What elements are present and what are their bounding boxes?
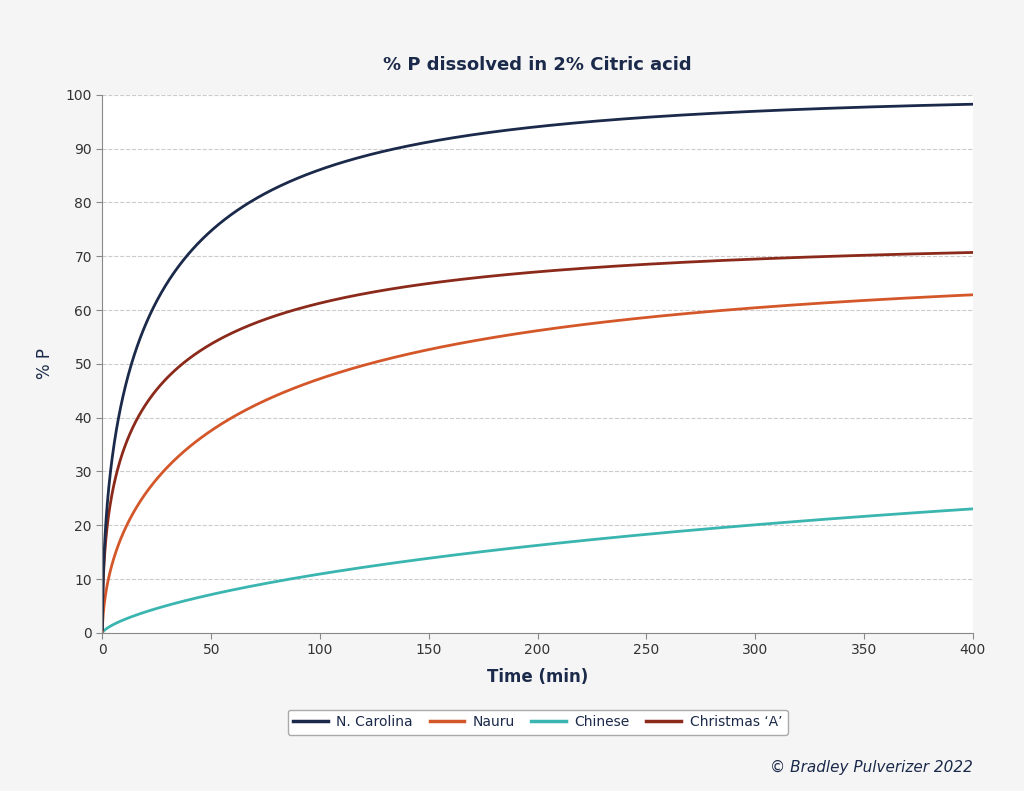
Nauru [856,296,868,305]
Line: Chinese: Chinese [102,509,973,633]
X-axis label: Time (min): Time (min) [487,668,588,687]
Line: Christmas ‘A’: Christmas ‘A’ [102,252,973,629]
N. Carolina [967,100,979,109]
Chinese [468,548,480,558]
Chinese [949,505,962,515]
Chinese [967,504,979,513]
Chinese [96,628,109,638]
N. Carolina [468,130,480,139]
Title: % P dissolved in 2% Citric acid: % P dissolved in 2% Citric acid [383,56,692,74]
Nauru [949,291,962,301]
Chinese [247,581,259,591]
Christmas ‘A’ [196,345,208,354]
Line: N. Carolina: N. Carolina [102,104,973,630]
Christmas ‘A’ [949,248,962,258]
Nauru [967,290,979,300]
Nauru [468,336,480,346]
N. Carolina [247,195,259,205]
N. Carolina [196,235,208,244]
Text: © Bradley Pulverizer 2022: © Bradley Pulverizer 2022 [770,760,973,775]
Chinese [196,592,208,601]
Nauru [196,433,208,442]
N. Carolina [96,626,109,635]
Christmas ‘A’ [430,278,442,287]
Christmas ‘A’ [856,251,868,260]
N. Carolina [949,100,962,109]
N. Carolina [430,136,442,146]
Chinese [856,512,868,521]
Line: Nauru: Nauru [102,295,973,632]
Nauru [96,627,109,637]
N. Carolina [856,103,868,112]
Legend: N. Carolina, Nauru, Chinese, Christmas ‘A’: N. Carolina, Nauru, Chinese, Christmas ‘… [288,710,787,735]
Christmas ‘A’ [468,273,480,282]
Christmas ‘A’ [967,248,979,257]
Nauru [247,401,259,411]
Christmas ‘A’ [247,319,259,328]
Nauru [430,343,442,353]
Christmas ‘A’ [96,624,109,634]
Chinese [430,553,442,562]
Y-axis label: % P: % P [37,348,54,380]
